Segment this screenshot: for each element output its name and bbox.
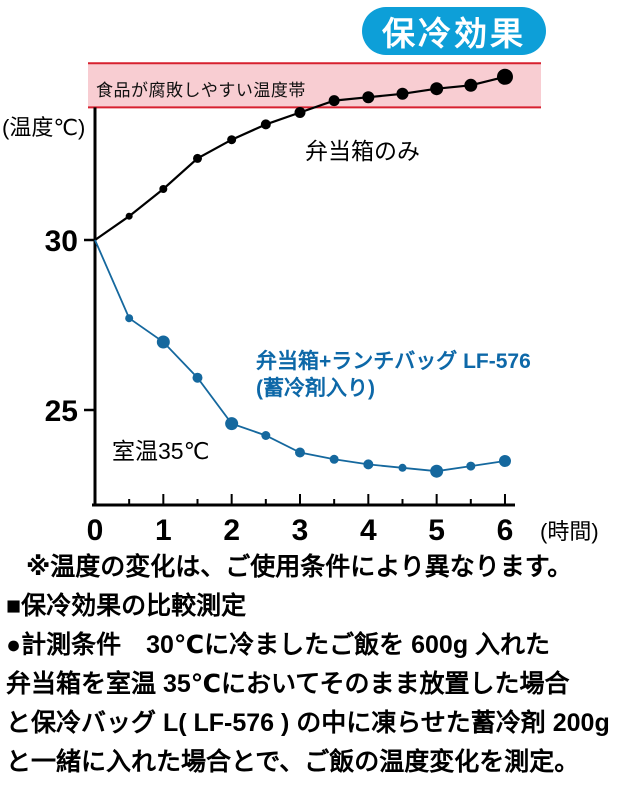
svg-text:1: 1 bbox=[155, 514, 172, 545]
page-title: 保冷効果 bbox=[382, 15, 526, 52]
series-label-bento-bag-line1: 弁当箱+ランチバッグ LF-576 bbox=[256, 350, 531, 373]
y-axis-label: (温度℃) bbox=[2, 115, 86, 140]
svg-text:2: 2 bbox=[223, 514, 240, 545]
svg-text:5: 5 bbox=[428, 514, 445, 545]
svg-text:4: 4 bbox=[360, 514, 377, 545]
svg-text:25: 25 bbox=[45, 395, 78, 428]
room-temp-label: 室温35℃ bbox=[112, 438, 210, 464]
cooling-chart: 0 1 2 3 4 5 6 30 25 bbox=[45, 62, 541, 545]
footer-conditions-line4: と一緒に入れた場合とで、ご飯の温度変化を測定。 bbox=[6, 748, 580, 776]
svg-text:6: 6 bbox=[497, 514, 514, 545]
svg-text:3: 3 bbox=[292, 514, 309, 545]
series-label-bento-bag: 弁当箱+ランチバッグ LF-576 (蓄冷剤入り) bbox=[256, 348, 531, 402]
svg-text:30: 30 bbox=[45, 225, 78, 258]
footer-notes: ※温度の変化は、ご使用条件により異なります。 ■保冷効果の比較測定 ●計測条件 … bbox=[6, 548, 626, 782]
danger-band-label: 食品が腐敗しやすい温度帯 bbox=[96, 81, 306, 100]
footer-conditions-line2: 弁当箱を室温 35℃においてそのまま放置した場合 bbox=[6, 670, 570, 698]
x-axis-label: (時間) bbox=[540, 519, 599, 544]
series-label-bento-bag-line2: (蓄冷剤入り) bbox=[256, 377, 375, 400]
footer-heading-line: ■保冷効果の比較測定 bbox=[6, 592, 247, 620]
footer-conditions-line3: と保冷バッグ L( LF-576 ) の中に凍らせた蓄冷剤 200g bbox=[6, 709, 610, 737]
title-badge: 保冷効果 bbox=[362, 7, 546, 55]
footer-note-line: ※温度の変化は、ご使用条件により異なります。 bbox=[26, 553, 573, 581]
svg-text:0: 0 bbox=[87, 514, 104, 545]
series-label-bento-only: 弁当箱のみ bbox=[305, 138, 420, 164]
footer-conditions-line1: ●計測条件 30℃に冷ましたご飯を 600g 入れた bbox=[6, 631, 551, 659]
